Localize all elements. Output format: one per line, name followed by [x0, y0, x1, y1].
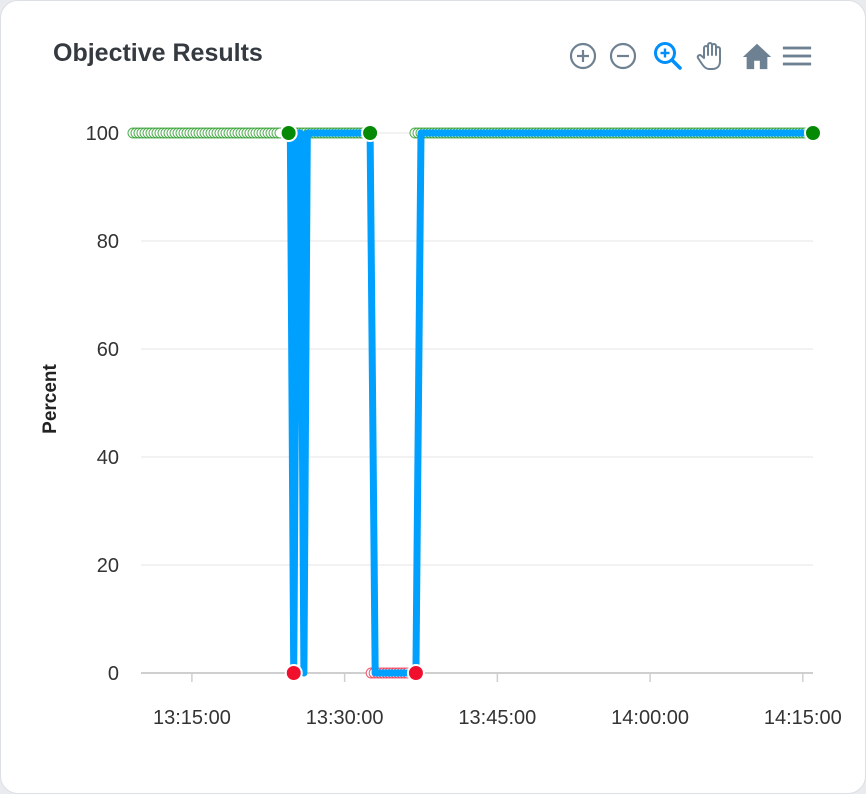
plus-circle-icon	[569, 42, 597, 70]
home-icon	[742, 43, 772, 70]
x-tick-label: 14:00:00	[611, 707, 689, 729]
hamburger-menu-icon	[782, 46, 812, 66]
fail-marker	[406, 664, 425, 682]
x-tick-label: 13:30:00	[306, 707, 384, 729]
chart-title: Objective Results	[53, 39, 263, 67]
magnifier-plus-icon	[654, 42, 682, 70]
x-tick-label: 13:45:00	[458, 707, 536, 729]
x-tick-label: 14:15:00	[764, 707, 842, 729]
x-tick-label: 13:15:00	[153, 707, 231, 729]
pass-marker	[279, 124, 298, 142]
menu-button[interactable]	[781, 39, 813, 73]
y-tick-label: 20	[97, 555, 119, 577]
minus-circle-icon	[609, 42, 637, 70]
zoom-selection-button[interactable]	[652, 39, 684, 73]
y-tick-label: 0	[108, 663, 119, 685]
pass-marker	[361, 124, 380, 142]
pass-marker	[804, 124, 822, 142]
y-tick-label: 40	[97, 447, 119, 469]
zoom-in-button[interactable]	[567, 39, 599, 73]
y-tick-label: 80	[97, 231, 119, 253]
fail-marker	[284, 664, 303, 682]
y-tick-label: 60	[97, 339, 119, 361]
reset-zoom-button[interactable]	[741, 39, 773, 73]
zoom-out-button[interactable]	[607, 39, 639, 73]
series-line	[286, 129, 813, 677]
y-tick-label: 100	[86, 123, 119, 145]
pan-button[interactable]	[695, 39, 727, 73]
hand-icon	[696, 42, 721, 70]
y-axis-title: Percent	[40, 363, 61, 433]
